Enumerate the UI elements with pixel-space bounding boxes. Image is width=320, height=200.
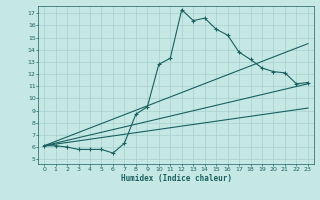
X-axis label: Humidex (Indice chaleur): Humidex (Indice chaleur) — [121, 174, 231, 183]
